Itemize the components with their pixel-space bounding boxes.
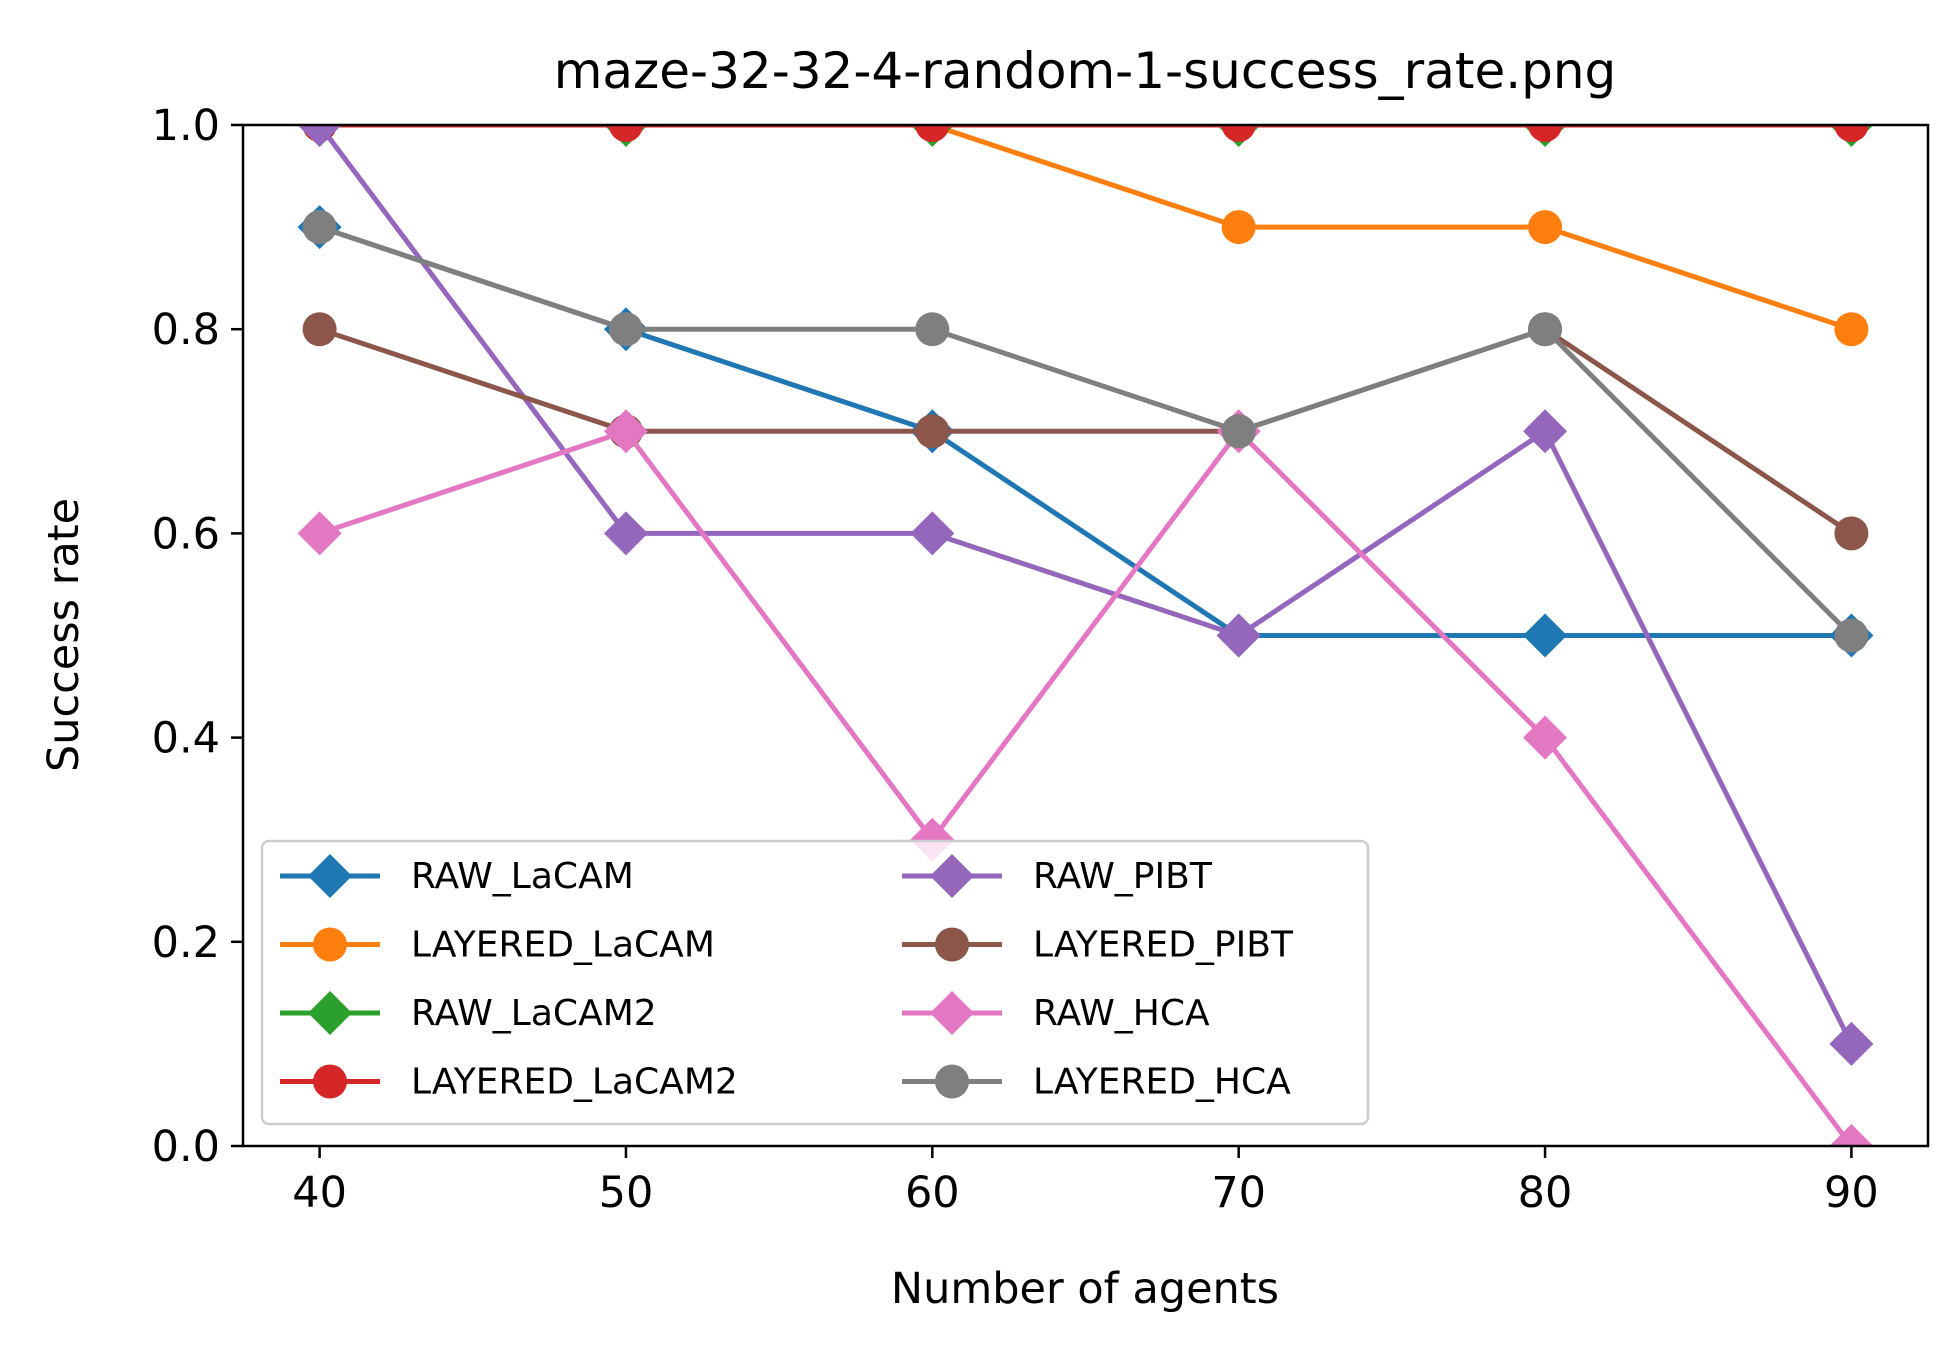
data-point-LAYERED_HCA-80 (1528, 312, 1563, 347)
data-point-RAW_LaCAM-80 (1523, 613, 1568, 658)
data-point-RAW_HCA-90 (1829, 1124, 1874, 1146)
axes: 40 50 60 70 80 90 0.0 0.2 0.4 0.6 0.8 1.0 (152, 101, 1930, 1218)
data-point-LAYERED_LaCAM-80 (1528, 210, 1563, 245)
legend-label: RAW_LaCAM (411, 856, 634, 897)
data-point-LAYERED_PIBT-90 (1834, 516, 1869, 551)
x-axis-label: Number of agents (891, 1264, 1279, 1314)
data-point-LAYERED_LaCAM-90 (1834, 312, 1869, 347)
data-point-LAYERED_PIBT-60 (915, 414, 950, 449)
data-point-RAW_PIBT-60 (910, 511, 955, 556)
legend-item-LAYERED_PIBT: LAYERED_PIBT (902, 925, 1294, 966)
legend-label: RAW_LaCAM2 (411, 993, 657, 1034)
legend-swatch-marker (313, 1064, 347, 1099)
series-RAW_PIBT (297, 125, 1874, 1066)
data-point-RAW_PIBT-50 (603, 511, 648, 556)
data-point-LAYERED_HCA-60 (915, 312, 950, 347)
data-point-LAYERED_LaCAM2-60 (915, 125, 950, 142)
legend-label: LAYERED_LaCAM (411, 925, 715, 966)
legend-label: LAYERED_PIBT (1033, 925, 1294, 966)
legend-label: RAW_PIBT (1033, 856, 1213, 897)
data-point-LAYERED_LaCAM-70 (1221, 210, 1256, 245)
data-point-RAW_PIBT-80 (1523, 409, 1568, 454)
data-point-RAW_HCA-50 (603, 409, 648, 454)
data-point-LAYERED_HCA-40 (302, 210, 337, 245)
y-tick-label: 0.8 (152, 305, 220, 355)
legend-swatch-marker (308, 991, 352, 1035)
legend-swatch-marker (930, 991, 974, 1035)
series-line-RAW_PIBT (316, 125, 1855, 1048)
legend-swatch-marker (935, 1064, 969, 1099)
legend-item-RAW_LaCAM: RAW_LaCAM (280, 854, 634, 898)
data-point-RAW_HCA-80 (1523, 715, 1568, 760)
y-axis-label: Success rate (39, 498, 89, 772)
axes-frame (241, 123, 1930, 1148)
data-point-RAW_PIBT-90 (1829, 1021, 1874, 1066)
data-point-RAW_HCA-40 (297, 511, 342, 556)
legend-swatch-marker (930, 854, 974, 898)
x-tick-label: 60 (905, 1168, 960, 1218)
data-point-LAYERED_HCA-70 (1221, 414, 1256, 449)
y-tick-label: 1.0 (152, 101, 220, 151)
legend-item-LAYERED_HCA: LAYERED_HCA (902, 1062, 1291, 1103)
y-tick-label: 0.6 (152, 509, 220, 559)
data-point-LAYERED_LaCAM2-80 (1528, 125, 1563, 142)
chart-title: maze-32-32-4-random-1-success_rate.png (554, 42, 1617, 100)
legend-label: LAYERED_HCA (1033, 1062, 1291, 1103)
legend-item-LAYERED_LaCAM: LAYERED_LaCAM (280, 925, 715, 966)
series-line-RAW_HCA (316, 428, 1855, 1146)
plot-area (297, 125, 1874, 1146)
data-point-LAYERED_PIBT-40 (302, 312, 337, 347)
x-tick-label: 80 (1518, 1168, 1573, 1218)
data-point-LAYERED_LaCAM2-90 (1834, 125, 1869, 142)
y-tick-label: 0.4 (152, 714, 220, 764)
data-point-LAYERED_LaCAM2-50 (608, 125, 643, 142)
x-tick-label: 50 (599, 1168, 654, 1218)
y-tick-label: 0.2 (152, 918, 220, 968)
x-tick-label: 70 (1211, 1168, 1266, 1218)
data-point-RAW_PIBT-70 (1216, 613, 1261, 658)
series-LAYERED_HCA (302, 210, 1869, 653)
x-tick-label: 90 (1824, 1168, 1879, 1218)
data-point-RAW_PIBT-40 (297, 125, 342, 147)
legend-frame (260, 839, 1370, 1126)
series-line-LAYERED_HCA (316, 223, 1855, 640)
legend-item-LAYERED_LaCAM2: LAYERED_LaCAM2 (280, 1062, 738, 1103)
series-line-LAYERED_LaCAM (317, 125, 1855, 333)
legend-item-RAW_PIBT: RAW_PIBT (902, 854, 1213, 898)
y-tick-label: 0.0 (152, 1122, 220, 1172)
legend-item-RAW_HCA: RAW_HCA (902, 991, 1210, 1035)
legend-item-RAW_LaCAM2: RAW_LaCAM2 (280, 991, 657, 1035)
data-point-LAYERED_HCA-90 (1834, 618, 1869, 653)
data-point-LAYERED_LaCAM2-70 (1221, 125, 1256, 142)
x-tick-label: 40 (292, 1168, 347, 1218)
data-point-LAYERED_HCA-50 (608, 312, 643, 347)
series-line-LAYERED_PIBT (316, 326, 1855, 537)
legend-swatch-marker (313, 927, 347, 962)
legend-swatch-marker (935, 927, 969, 962)
legend-label: LAYERED_LaCAM2 (411, 1062, 738, 1103)
legend-swatch-marker (308, 854, 352, 898)
legend: RAW_LaCAM LAYERED_LaCAM RAW_LaCAM2 LAYERED_… (260, 839, 1370, 1126)
legend-label: RAW_HCA (1033, 993, 1210, 1034)
